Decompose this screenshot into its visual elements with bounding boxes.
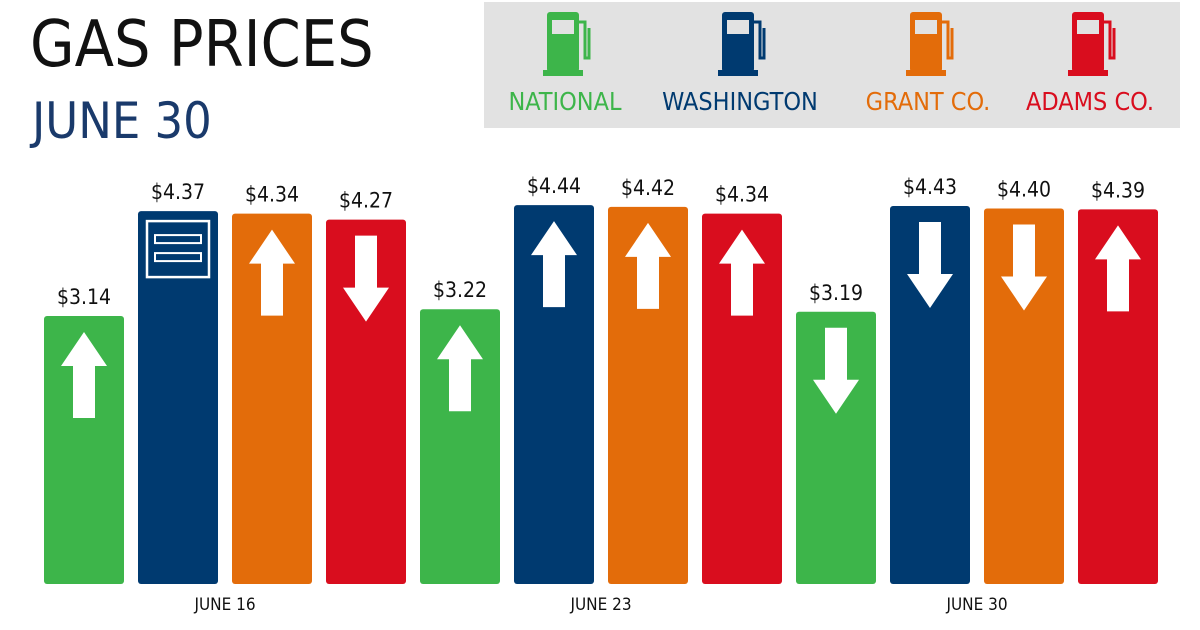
- bar: [420, 309, 500, 584]
- bar: [608, 206, 688, 584]
- x-tick-label: JUNE 16: [193, 595, 255, 615]
- pump-window: [1077, 20, 1099, 34]
- legend-label: ADAMS CO.: [1026, 87, 1154, 116]
- value-label: $3.22: [433, 278, 487, 302]
- bar: [44, 316, 124, 584]
- pump-base: [906, 70, 946, 76]
- trend-arrow: [625, 222, 671, 309]
- bar: [138, 211, 218, 585]
- bar: [326, 219, 406, 585]
- bar: [1078, 209, 1158, 585]
- trend-arrow: [1095, 225, 1141, 312]
- value-label: $4.37: [151, 180, 205, 204]
- value-label: $4.27: [339, 189, 393, 213]
- trend-arrow: [531, 221, 577, 308]
- legend-label: WASHINGTON: [662, 87, 818, 116]
- pump-window: [552, 20, 574, 34]
- chart-title: GAS PRICES: [30, 8, 374, 82]
- legend-icon: [543, 12, 591, 76]
- bar: [984, 208, 1064, 585]
- trend-arrow: [61, 332, 107, 419]
- value-label: $4.43: [903, 175, 957, 199]
- value-label: $4.39: [1091, 178, 1145, 202]
- trend-arrow: [343, 235, 389, 322]
- legend-label: GRANT CO.: [866, 87, 991, 116]
- legend-box: [484, 2, 1180, 128]
- pump-base: [1068, 70, 1108, 76]
- legend-label: NATIONAL: [508, 87, 622, 116]
- pump-base: [543, 70, 583, 76]
- x-tick-label: JUNE 23: [569, 595, 631, 615]
- pump-base: [718, 70, 758, 76]
- value-label: $3.19: [809, 281, 863, 305]
- trend-equal-bar: [154, 252, 202, 263]
- bar: [702, 213, 782, 585]
- legend-icon: [906, 12, 954, 76]
- legend-icon: [718, 12, 766, 76]
- pump-hose: [942, 20, 954, 60]
- value-label: $4.34: [245, 183, 299, 207]
- trend-arrow: [1001, 224, 1047, 311]
- pump-window: [915, 20, 937, 34]
- trend-arrow: [249, 229, 295, 316]
- value-label: $4.42: [621, 176, 675, 200]
- trend-equal: [145, 219, 211, 279]
- bar: [890, 205, 970, 584]
- legend-icon: [1068, 12, 1116, 76]
- pump-window: [727, 20, 749, 34]
- chart-subtitle: JUNE 30: [29, 92, 212, 150]
- value-label: $4.40: [997, 178, 1051, 202]
- value-label: $3.14: [57, 285, 111, 309]
- pump-hose: [1104, 20, 1116, 60]
- bar: [232, 213, 312, 585]
- value-label: $4.44: [527, 174, 581, 198]
- pump-hose: [579, 20, 591, 60]
- trend-arrow: [907, 221, 953, 308]
- pump-hose: [754, 20, 766, 60]
- trend-arrow: [437, 325, 483, 412]
- trend-equal-bar: [154, 234, 202, 245]
- value-label: $4.34: [715, 183, 769, 207]
- bar: [514, 205, 594, 584]
- trend-arrow: [719, 229, 765, 316]
- trend-arrow: [813, 327, 859, 414]
- x-tick-label: JUNE 30: [945, 595, 1007, 615]
